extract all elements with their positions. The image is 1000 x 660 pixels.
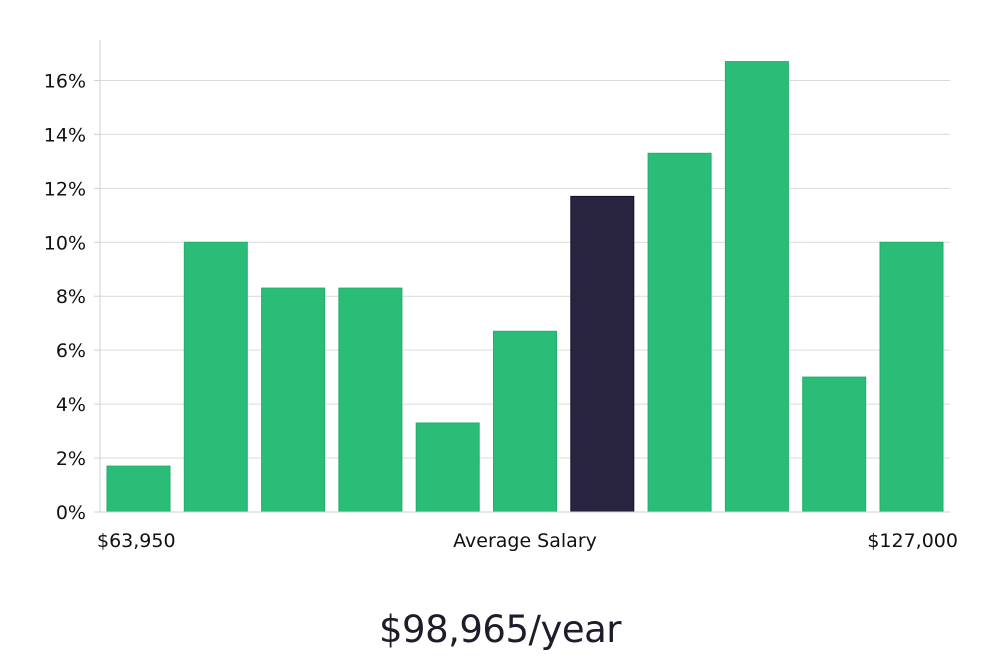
bar [338, 287, 403, 513]
bar [647, 152, 712, 513]
bar [261, 287, 326, 513]
bar [724, 61, 789, 513]
bars [106, 61, 944, 513]
bar [493, 330, 557, 513]
x-max-label: $127,000 [867, 530, 958, 552]
y-tick-label: 2% [56, 448, 86, 470]
y-tick-label: 12% [44, 178, 86, 200]
average-salary-headline: $98,965/year [378, 608, 622, 651]
y-tick-label: 10% [44, 232, 86, 254]
y-tick-label: 16% [44, 70, 86, 92]
y-tick-label: 6% [56, 340, 86, 362]
y-tick-label: 4% [56, 394, 86, 416]
bar [879, 241, 944, 513]
y-tick-labels: 0% 2% 4% 6% 8% 10% 12% 14% 16% [44, 70, 86, 524]
y-tick-label: 0% [56, 502, 86, 524]
y-tick-label: 14% [44, 124, 86, 146]
salary-histogram: 0% 2% 4% 6% 8% 10% 12% 14% 16% $63,950 Average S… [44, 40, 958, 552]
x-axis-label: Average Salary [453, 530, 597, 552]
bar [802, 376, 867, 513]
bar [415, 422, 480, 513]
x-min-label: $63,950 [97, 530, 176, 552]
y-tick-label: 8% [56, 286, 86, 308]
axes [99, 40, 950, 513]
bar-highlighted [570, 195, 635, 513]
bar [183, 241, 248, 513]
bar [106, 465, 171, 513]
